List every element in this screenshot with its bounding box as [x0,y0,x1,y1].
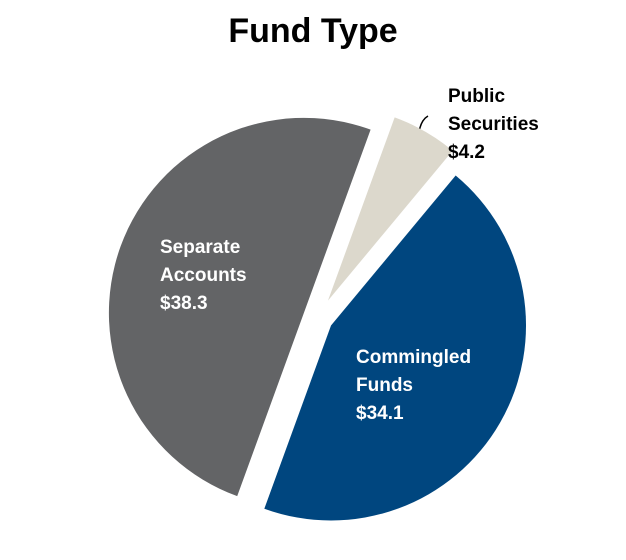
pie-slice [108,117,371,497]
category-label: Public Securities [448,86,539,135]
slice-label: Public Securities $4.2 [448,83,568,167]
value-label: $34.1 [356,403,404,424]
value-label: $4.2 [448,142,485,163]
pie-slice [327,117,453,301]
pie-slice [264,175,527,521]
slice-label: Commingled Funds $34.1 [356,344,506,428]
chart-title: Fund Type [228,12,398,50]
slice-label: Separate Accounts $38.3 [160,234,270,318]
value-label: $38.3 [160,293,208,314]
category-label: Separate Accounts [160,237,247,286]
category-label: Commingled Funds [356,347,472,396]
